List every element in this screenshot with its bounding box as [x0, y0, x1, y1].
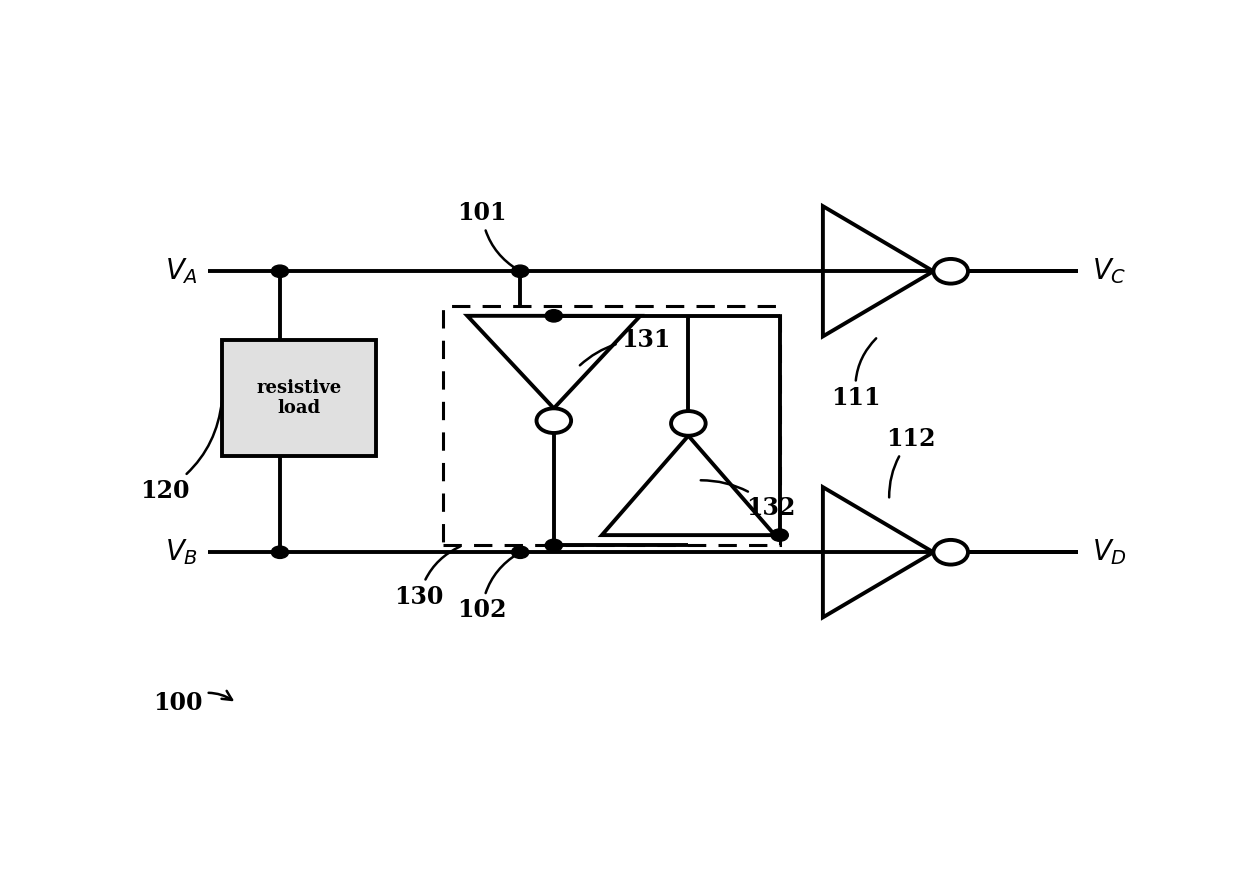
Text: 101: 101: [458, 201, 518, 270]
Text: 100: 100: [154, 691, 232, 715]
Circle shape: [512, 265, 528, 278]
Text: $V_A$: $V_A$: [165, 256, 198, 287]
Circle shape: [272, 546, 289, 558]
Text: 111: 111: [831, 338, 880, 410]
Circle shape: [934, 259, 968, 284]
Text: $V_D$: $V_D$: [1092, 538, 1127, 567]
Text: 120: 120: [140, 400, 222, 503]
Text: $V_B$: $V_B$: [165, 538, 198, 567]
Text: 131: 131: [580, 328, 671, 365]
Text: $V_C$: $V_C$: [1092, 256, 1126, 287]
Text: resistive
load: resistive load: [257, 378, 342, 417]
Text: 130: 130: [394, 546, 460, 609]
Circle shape: [272, 265, 289, 278]
Bar: [222, 340, 376, 457]
Text: 102: 102: [458, 554, 518, 622]
Circle shape: [671, 411, 706, 436]
Circle shape: [771, 529, 789, 541]
Circle shape: [537, 409, 572, 433]
Text: 112: 112: [887, 427, 936, 498]
Bar: [444, 305, 780, 546]
Circle shape: [934, 540, 968, 564]
Circle shape: [512, 546, 528, 558]
Circle shape: [546, 539, 563, 552]
Circle shape: [546, 310, 563, 322]
Text: 132: 132: [701, 481, 795, 520]
